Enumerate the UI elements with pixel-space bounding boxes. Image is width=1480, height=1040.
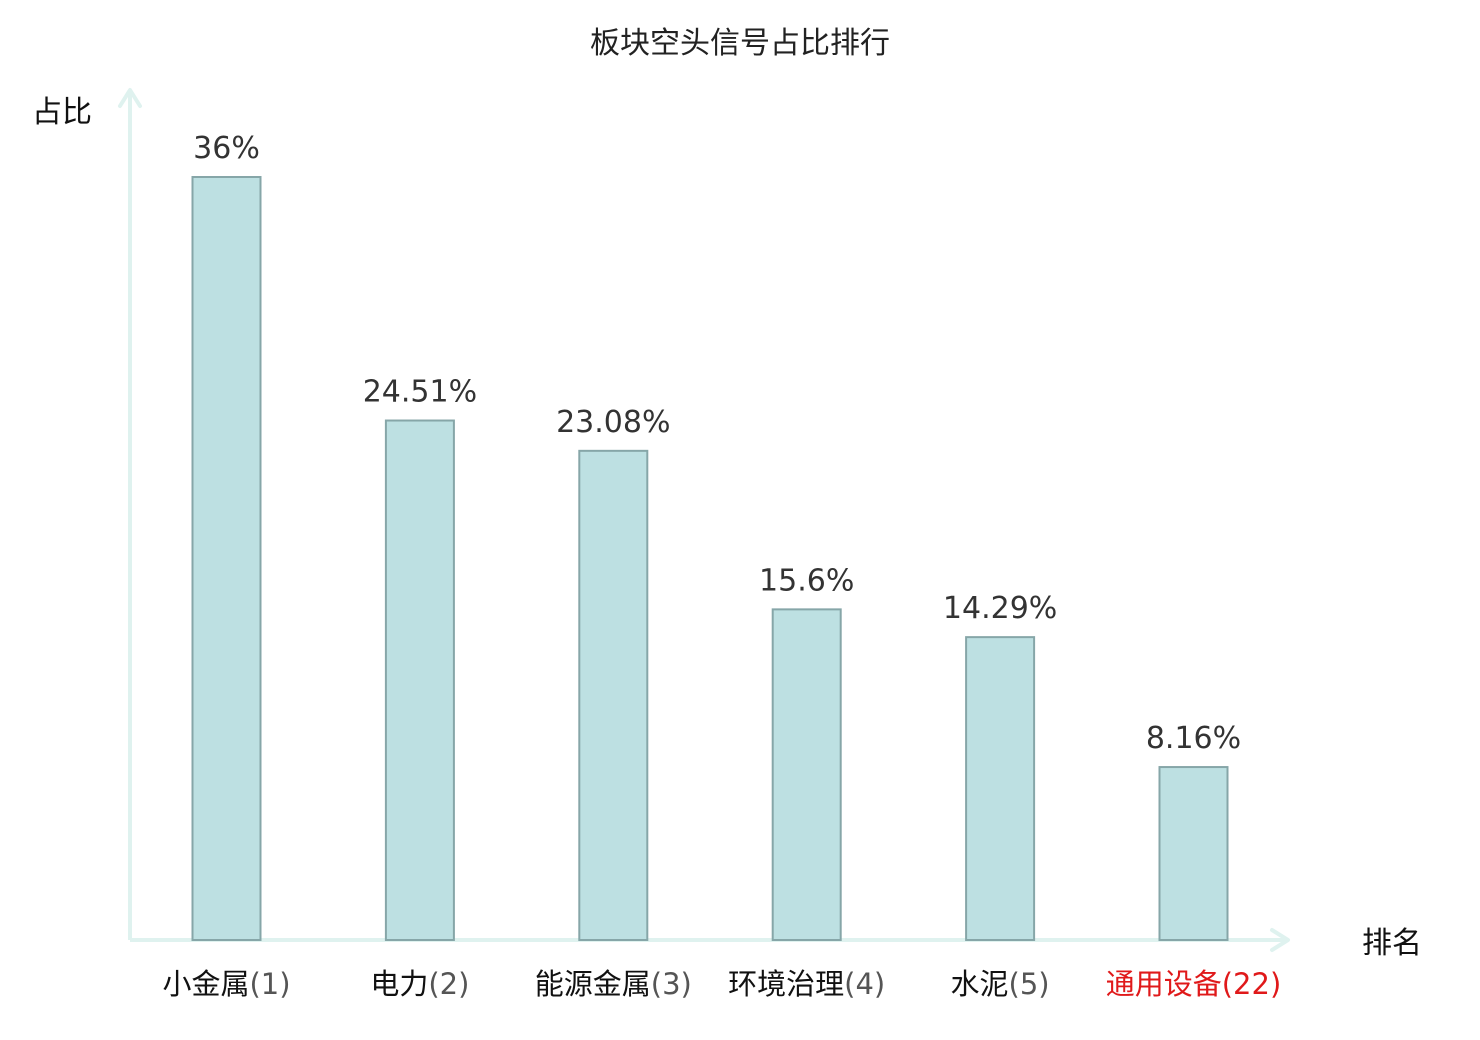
y-axis-label: 占比 (32, 95, 92, 130)
chart-title: 板块空头信号占比排行 (590, 26, 890, 61)
x-tick-label: 能源金属(3) (535, 967, 692, 1001)
bar (191, 176, 262, 941)
y-axis-arrowhead (118, 88, 142, 108)
bars-group (191, 176, 1229, 942)
bar-value-label: 24.51% (363, 375, 477, 410)
bar (578, 449, 649, 941)
bar-value-label: 23.08% (556, 405, 670, 440)
x-axis-label: 排名 (1362, 926, 1422, 961)
x-tick-label: 通用设备(22) (1106, 967, 1282, 1001)
bar (384, 419, 455, 941)
bar-value-label: 15.6% (759, 563, 854, 598)
x-axis-arrowhead (1270, 928, 1290, 952)
x-axis: 排名 (130, 926, 1422, 961)
category-name: 小金属 (162, 967, 249, 1001)
value-labels-group: 36% 24.51% 23.08% 15.6% 14.29% 8.16% (193, 131, 1241, 756)
category-name: 能源金属 (535, 967, 651, 1001)
category-name: 通用设备 (1106, 967, 1222, 1001)
x-tick-label: 环境治理(4) (728, 967, 885, 1001)
bar (771, 608, 842, 941)
category-rank: (1) (249, 967, 290, 1001)
x-tick-labels-group: 小金属(1) 电力(2) 能源金属(3) 环境治理(4) 水泥(5) 通用设备(22) (162, 967, 1281, 1001)
bar-value-label: 36% (193, 131, 260, 166)
category-rank: (3) (651, 967, 692, 1001)
bar-value-label: 14.29% (943, 591, 1057, 626)
y-axis: 占比 (32, 88, 142, 940)
bar-value-label: 8.16% (1146, 721, 1241, 756)
x-tick-label: 水泥(5) (951, 967, 1050, 1001)
bar (965, 636, 1036, 942)
x-tick-label: 小金属(1) (162, 967, 290, 1001)
category-name: 水泥 (951, 967, 1009, 1001)
category-rank: (4) (844, 967, 885, 1001)
category-rank: (5) (1009, 967, 1050, 1001)
category-name: 环境治理 (728, 967, 844, 1001)
category-name: 电力 (370, 967, 428, 1001)
category-rank: (22) (1222, 967, 1282, 1001)
x-tick-label: 电力(2) (370, 967, 469, 1001)
category-rank: (2) (428, 967, 469, 1001)
bar (1158, 766, 1229, 942)
